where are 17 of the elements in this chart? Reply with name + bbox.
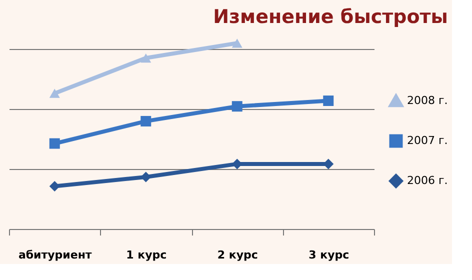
legend-label: 2008 г. — [407, 94, 448, 107]
point — [49, 88, 60, 98]
point — [140, 116, 152, 126]
point — [49, 181, 60, 192]
x-tick-label: 3 курс — [308, 248, 350, 262]
x-tick-label: 1 курс — [126, 248, 167, 262]
point — [140, 53, 152, 63]
point — [49, 138, 60, 149]
point — [232, 38, 242, 48]
point — [232, 101, 242, 112]
legend-label: 2006 г. — [407, 174, 448, 187]
point — [323, 96, 334, 106]
legend-label: 2007 г. — [407, 134, 448, 147]
x-tick-label: абитуриент — [18, 248, 92, 262]
x-tick-label: 2 курс — [217, 248, 258, 262]
chart-title: Изменение быстроты — [213, 6, 448, 28]
point — [140, 172, 152, 182]
